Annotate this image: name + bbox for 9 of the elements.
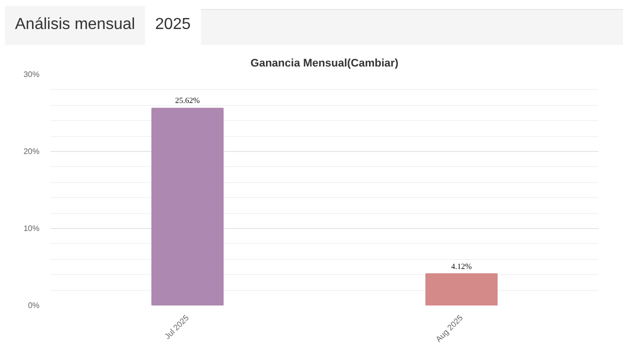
data-label: 25.62%: [175, 96, 200, 106]
y-tick-label: 20%: [23, 147, 40, 156]
chart-title: Ganancia Mensual(Cambiar): [250, 58, 399, 70]
data-label: 4.12%: [451, 262, 472, 271]
y-tick-label: 10%: [23, 224, 40, 233]
y-tick-label: 0%: [28, 301, 40, 310]
text: 2025: [145, 6, 201, 45]
text: Análisis mensual: [5, 6, 146, 45]
y-tick-label: 30%: [23, 70, 40, 79]
